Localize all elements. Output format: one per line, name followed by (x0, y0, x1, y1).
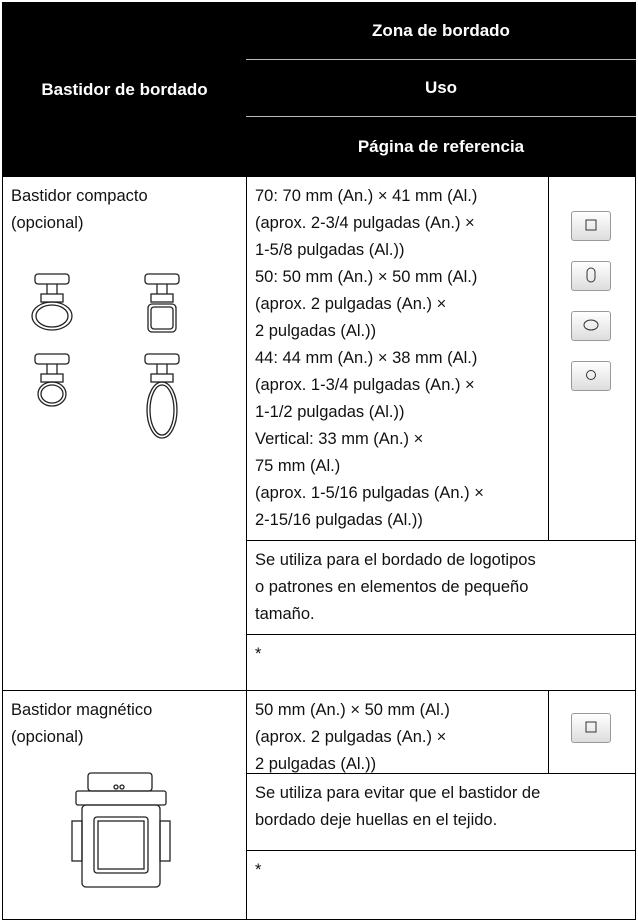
zone-cell: 50 mm (An.) × 50 mm (Al.) (aprox. 2 pulga… (246, 690, 549, 774)
text-line: Bastidor compacto (11, 187, 148, 205)
header-use: Uso (246, 59, 636, 117)
frame-label: Bastidor compacto (opcional) (11, 183, 238, 237)
icon (586, 267, 596, 283)
header-frame: Bastidor de bordado (2, 2, 247, 177)
text-line: (aprox. 1-5/16 pulgadas (An.) × (255, 484, 484, 502)
text-line: Bastidor magnético (11, 701, 153, 719)
use-text: Se utiliza para evitar que el bastidor d… (255, 780, 627, 834)
zone-text: 50 mm (An.) × 50 mm (Al.) (aprox. 2 pulga… (255, 697, 540, 778)
frame-icon (571, 311, 611, 341)
header-zone: Zona de bordado (246, 2, 636, 60)
text-line: (aprox. 2-3/4 pulgadas (An.) × (255, 214, 475, 232)
frame-label: Bastidor magnético (opcional) (11, 697, 238, 751)
compact-hoops (31, 273, 180, 439)
text-line: tamaño. (255, 605, 315, 623)
frame-icon (571, 361, 611, 391)
reference-cell: * (246, 850, 636, 920)
reference: * (255, 645, 262, 663)
separator (246, 116, 636, 117)
header-reference: Página de referencia (246, 116, 636, 177)
text-line: 2 pulgadas (Al.)) (255, 755, 377, 773)
text-line: 50 mm (An.) × 50 mm (Al.) (255, 701, 450, 719)
icon (586, 370, 596, 380)
frame-icon (571, 261, 611, 291)
frame-cell: Bastidor compacto (opcional) (2, 176, 247, 691)
text-line: (opcional) (11, 728, 84, 746)
text-line: 44: 44 mm (An.) × 38 mm (Al.) (255, 349, 478, 367)
use-text: Se utiliza para el bordado de logotipos o… (255, 547, 627, 628)
icon-cell (548, 176, 636, 541)
text-line: Se utiliza para el bordado de logotipos (255, 551, 536, 569)
text-line: (aprox. 2 pulgadas (An.) × (255, 295, 447, 313)
text-line: 75 mm (Al.) (255, 457, 341, 475)
text-line: Se utiliza para evitar que el bastidor d… (255, 784, 541, 802)
text-line: (opcional) (11, 214, 84, 232)
frame-icon (571, 713, 611, 743)
text-line: bordado deje huellas en el tejido. (255, 811, 498, 829)
text-line: o patrones en elementos de pequeño (255, 578, 529, 596)
magnetic-hoop (71, 772, 171, 888)
text-line: 1-1/2 pulgadas (Al.)) (255, 403, 405, 421)
reference-cell: * (246, 634, 636, 691)
text-line: 2 pulgadas (Al.)) (255, 322, 377, 340)
text-line: (aprox. 2 pulgadas (An.) × (255, 728, 447, 746)
text-line: Vertical: 33 mm (An.) × (255, 430, 424, 448)
zone-cell: 70: 70 mm (An.) × 41 mm (Al.) (aprox. 2-3… (246, 176, 549, 541)
reference: * (255, 861, 262, 879)
separator (246, 59, 636, 60)
text-line: 50: 50 mm (An.) × 50 mm (Al.) (255, 268, 478, 286)
icon (585, 721, 597, 733)
icon-cell (548, 690, 636, 774)
text-line: (aprox. 1-3/4 pulgadas (An.) × (255, 376, 475, 394)
use-cell: Se utiliza para el bordado de logotipos o… (246, 540, 636, 635)
use-cell: Se utiliza para evitar que el bastidor d… (246, 773, 636, 851)
text-line: 2-15/16 pulgadas (Al.)) (255, 511, 423, 529)
icon (583, 319, 599, 331)
text-line: 1-5/8 pulgadas (Al.)) (255, 241, 405, 259)
frame-cell: Bastidor magnético (opcional) (2, 690, 247, 920)
zone-text: 70: 70 mm (An.) × 41 mm (Al.) (aprox. 2-3… (255, 183, 540, 534)
icon (585, 219, 597, 231)
text-line: 70: 70 mm (An.) × 41 mm (Al.) (255, 187, 478, 205)
frame-icon (571, 211, 611, 241)
